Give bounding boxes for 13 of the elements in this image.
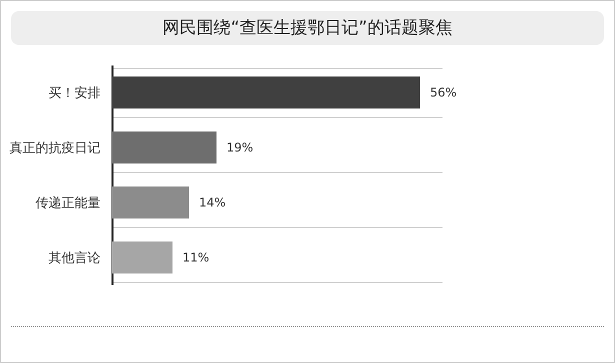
y-tick-label: 传递正能量 — [36, 196, 100, 211]
data-label: 14% — [199, 196, 226, 210]
data-label: 56% — [430, 86, 457, 100]
bar — [112, 132, 216, 164]
bar — [112, 76, 420, 108]
chart-title: 网民围绕“查医生援鄂日记”的话题聚焦 — [11, 11, 604, 45]
bar — [112, 186, 189, 218]
data-label: 11% — [182, 250, 210, 264]
y-tick-label: 真正的抗疫日记 — [10, 141, 100, 156]
data-label: 19% — [226, 140, 254, 154]
bar — [112, 242, 172, 274]
y-tick-label: 买！安排 — [48, 85, 100, 101]
y-tick-label: 其他言论 — [48, 250, 100, 266]
